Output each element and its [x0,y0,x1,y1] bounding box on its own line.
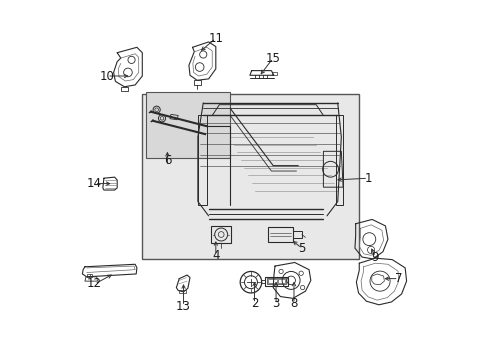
Text: 14: 14 [87,177,102,190]
Text: 12: 12 [87,278,102,291]
Bar [142,94,359,259]
Text: 15: 15 [265,51,280,64]
Text: 2: 2 [250,297,258,310]
Bar [145,92,230,158]
Text: 11: 11 [208,32,223,45]
Text: 7: 7 [394,272,402,285]
Text: 9: 9 [371,251,378,264]
Text: 10: 10 [100,69,114,82]
Text: 8: 8 [290,297,297,310]
Text: 13: 13 [176,300,191,313]
Text: 6: 6 [163,154,171,167]
Text: 3: 3 [272,297,279,310]
Text: 4: 4 [212,249,219,262]
Text: 1: 1 [364,172,371,185]
Text: 5: 5 [298,242,305,255]
